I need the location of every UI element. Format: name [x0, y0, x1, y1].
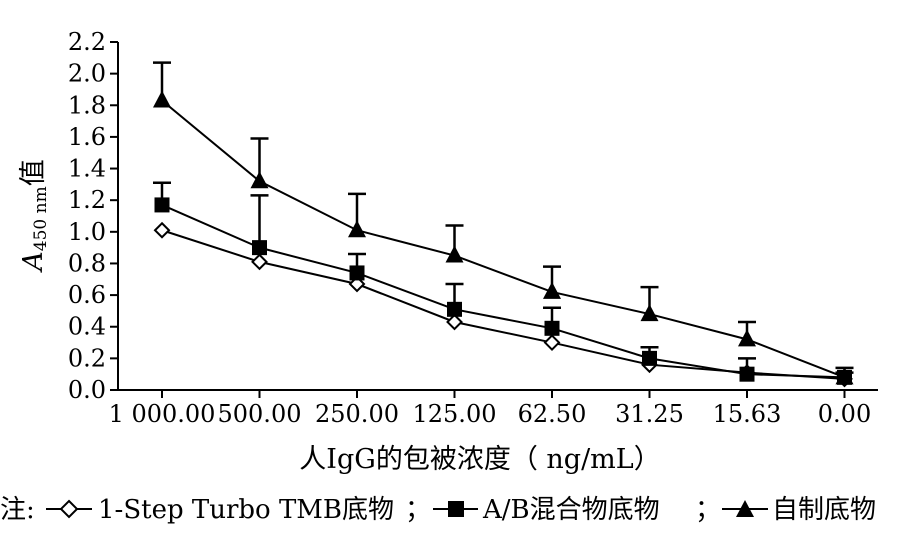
data-point-triangle: [153, 90, 171, 108]
data-point-square: [349, 265, 365, 281]
legend-separator-1: ；: [405, 495, 431, 525]
legend-separator-2: ；: [695, 495, 721, 525]
x-tick-label: 0.00: [818, 400, 871, 428]
data-point-diamond: [251, 253, 268, 271]
series-3: [153, 61, 854, 385]
x-tick-label: 62.50: [518, 400, 587, 428]
x-tick-label: 250.00: [315, 400, 399, 428]
y-axis-title-subscript: 450 nm: [31, 186, 51, 251]
y-axis-title-symbol: A: [18, 251, 49, 274]
axes-layer: 0.0 0.2 0.4 0.6 0.8 1.0 1.2 1.4 1.6 1.8 2.0 2.2 1 00…: [68, 28, 878, 428]
data-point-diamond: [543, 334, 561, 351]
y-axis-title: A450 nm值: [18, 159, 51, 273]
data-point-diamond: [153, 221, 171, 239]
data-point-triangle: [835, 367, 854, 385]
y-tick-label: 1.8: [68, 91, 106, 119]
x-axis-title: 人IgG的包被浓度（ ng/mL）: [299, 444, 660, 475]
y-tick-label: 0.6: [68, 281, 106, 309]
y-tick-label: 1.2: [68, 186, 106, 214]
data-point-square: [447, 301, 462, 317]
series-2: [153, 181, 854, 385]
data-point-triangle: [543, 281, 561, 299]
y-axis-title-suffix: 值: [18, 159, 49, 186]
legend-prefix: 注:: [0, 495, 35, 525]
y-tick-label: 2.2: [68, 28, 106, 56]
x-tick-label: 1 000.00: [109, 400, 216, 428]
legend-label-2: A/B混合物底物: [482, 495, 660, 525]
data-point-triangle: [445, 245, 464, 263]
x-tick-label: 15.63: [713, 400, 782, 428]
x-tick-label: 500.00: [218, 400, 302, 428]
data-point-square: [739, 366, 755, 382]
y-tick-label: 0.8: [68, 249, 106, 277]
y-tick-label: 1.0: [68, 218, 106, 246]
y-tick-label: 2.0: [68, 60, 106, 88]
y-tick-label: 1.6: [68, 123, 106, 151]
y-tick-label: 1.4: [68, 155, 106, 183]
legend-marker-diamond: [59, 499, 79, 519]
data-point-triangle: [250, 171, 269, 189]
legend-item-1: 1-Step Turbo TMB底物: [46, 495, 394, 525]
legend-marker-square: [448, 501, 464, 517]
y-tick-label: 0.2: [68, 344, 106, 372]
data-point-square: [252, 240, 267, 256]
legend: 注: 1-Step Turbo TMB底物 ； A/B混合物底物 ； 自制底物: [0, 495, 876, 525]
x-tick-label: 125.00: [413, 400, 497, 428]
series-line: [161, 204, 845, 379]
x-tick-label: 31.25: [615, 400, 684, 428]
series-layer: [153, 61, 854, 388]
y-tick-label: 0.0: [68, 376, 106, 404]
data-point-diamond: [348, 275, 366, 293]
series-line: [161, 99, 845, 379]
data-point-square: [154, 197, 170, 213]
legend-item-2: A/B混合物底物: [433, 495, 660, 525]
data-point-triangle: [738, 329, 756, 347]
legend-item-3: 自制底物: [722, 495, 876, 525]
legend-label-3: 自制底物: [772, 495, 876, 525]
data-point-square: [642, 350, 657, 366]
data-point-diamond: [446, 313, 463, 331]
data-point-triangle: [640, 304, 659, 322]
legend-label-1: 1-Step Turbo TMB底物: [98, 495, 394, 525]
data-point-square: [544, 320, 560, 336]
data-point-triangle: [348, 220, 366, 238]
legend-marker-triangle: [736, 500, 754, 517]
y-tick-label: 0.4: [68, 313, 106, 341]
